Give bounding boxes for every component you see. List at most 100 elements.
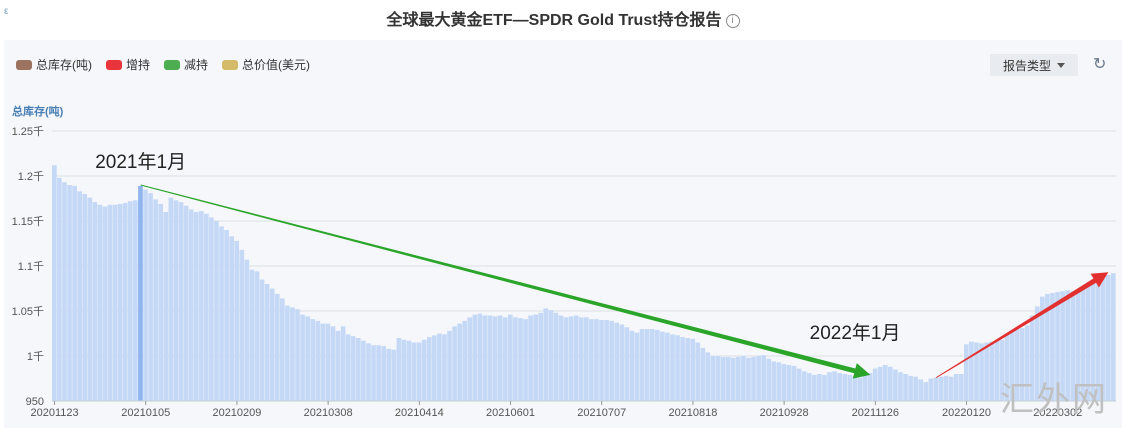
bar <box>148 193 153 401</box>
bar <box>487 315 493 401</box>
bar <box>406 340 412 401</box>
bar <box>553 312 559 401</box>
report-type-label: 报告类型 <box>1002 58 1051 73</box>
bar <box>847 374 853 401</box>
bar <box>1024 325 1030 401</box>
bar <box>274 293 280 401</box>
bar <box>837 373 842 401</box>
bar <box>877 366 883 401</box>
bar <box>908 375 913 401</box>
bar <box>746 357 751 401</box>
bar <box>249 269 255 401</box>
bar <box>589 319 594 401</box>
bar <box>462 320 468 401</box>
bar <box>685 338 690 401</box>
bar <box>614 322 620 401</box>
refresh-icon[interactable]: ↻ <box>1093 56 1107 73</box>
bar <box>791 365 797 401</box>
legend-item-value[interactable]: 总价值(美元) <box>222 56 310 73</box>
bar <box>244 259 250 401</box>
bar <box>913 376 918 401</box>
legend-item-increase[interactable]: 增持 <box>106 56 150 73</box>
bar <box>533 314 538 401</box>
bar <box>599 320 604 401</box>
bar <box>523 319 528 401</box>
bar <box>644 329 650 401</box>
bar <box>1090 281 1096 401</box>
bar <box>264 284 270 401</box>
legend-label: 总价值(美元) <box>242 58 311 72</box>
bar <box>629 330 635 401</box>
bar <box>938 376 944 401</box>
bar <box>578 317 584 401</box>
chevron-down-icon <box>1057 62 1065 68</box>
bar <box>224 230 229 401</box>
bar <box>1019 328 1025 401</box>
bar <box>994 340 1000 401</box>
bar <box>619 324 625 401</box>
bar <box>163 212 169 401</box>
x-tick-label: 20210818 <box>668 407 717 419</box>
report-type-dropdown[interactable]: 报告类型 <box>990 54 1078 76</box>
bar <box>827 372 832 401</box>
bar <box>437 333 442 401</box>
y-axis-title: 总库存(吨) <box>12 106 64 118</box>
legend-swatch <box>16 59 32 70</box>
bar <box>964 344 969 401</box>
bar <box>893 369 898 401</box>
bar <box>285 305 290 401</box>
bar <box>188 209 194 401</box>
bar <box>472 314 478 401</box>
bar <box>604 320 609 401</box>
bar <box>862 374 868 401</box>
bar <box>842 374 848 401</box>
bar <box>102 206 108 401</box>
x-tick-label: 20210308 <box>304 407 353 419</box>
bar <box>822 374 827 401</box>
x-tick-label: 20210414 <box>395 407 444 419</box>
bar <box>528 315 533 401</box>
bar <box>467 317 473 401</box>
y-tick-label: 950 <box>26 396 44 408</box>
bar <box>832 371 837 401</box>
bar <box>300 314 305 401</box>
bar <box>690 338 696 401</box>
bar <box>442 334 447 401</box>
bar <box>57 177 62 401</box>
bar <box>477 313 483 401</box>
bar <box>710 356 716 401</box>
bar <box>812 374 817 401</box>
bar <box>325 323 331 401</box>
x-tick-label: 20210707 <box>577 407 626 419</box>
legend-item-decrease[interactable]: 减持 <box>164 56 208 73</box>
bar <box>741 356 746 401</box>
bar <box>715 356 721 401</box>
bar <box>1045 293 1050 401</box>
bar <box>923 382 929 401</box>
bar <box>756 356 761 401</box>
bar <box>117 203 123 401</box>
bar <box>280 298 285 401</box>
bar <box>254 271 260 401</box>
x-tick-label: 20210928 <box>760 407 809 419</box>
bar <box>776 362 782 401</box>
bar <box>122 203 128 401</box>
bar <box>888 366 893 401</box>
bar <box>695 342 701 401</box>
bar <box>518 318 523 401</box>
legend-swatch <box>222 59 239 70</box>
bar <box>381 346 386 401</box>
bar <box>1004 333 1010 401</box>
x-tick-label: 20210601 <box>486 407 535 419</box>
bar <box>680 337 685 401</box>
info-icon[interactable]: i <box>725 14 740 28</box>
legend-item-total[interactable]: 总库存(吨) <box>16 56 92 73</box>
bar <box>634 332 640 401</box>
bar <box>852 375 858 401</box>
bar <box>538 312 544 401</box>
y-tick-label: 1.15千 <box>12 215 44 228</box>
bar <box>168 197 174 401</box>
bar <box>1085 284 1091 401</box>
bar <box>882 365 888 401</box>
bar <box>654 329 660 401</box>
